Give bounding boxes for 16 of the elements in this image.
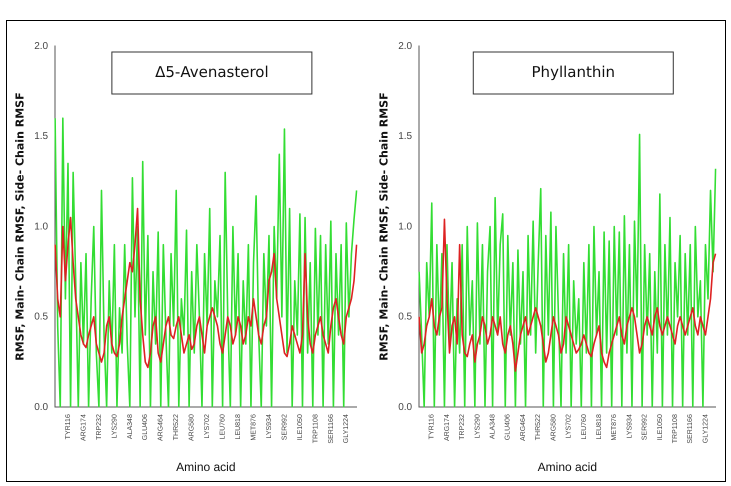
y-tick-label: 1.5 <box>34 131 49 142</box>
y-tick-label: 0.5 <box>34 312 49 323</box>
y-tick-label: 1.0 <box>34 221 49 232</box>
y-tick-label: 1.0 <box>398 221 413 232</box>
x-axis-title: Amino acid <box>538 460 598 474</box>
y-tick-label: 0.5 <box>398 312 413 323</box>
text: Phyllanthin <box>532 62 616 81</box>
y-tick-label: 1.5 <box>398 131 413 142</box>
y-axis-title: RMSF, Main- Chain RMSF, Side- Chain RMSF <box>377 92 390 361</box>
y-axis-title: RMSF, Main- Chain RMSF, Side- Chain RMSF <box>13 92 26 361</box>
y-tick-label: 2.0 <box>398 40 413 52</box>
text: Δ5-Avenasterol <box>155 62 269 81</box>
y-tick-label: 0.0 <box>34 402 49 413</box>
y-tick-label: 2.0 <box>34 40 49 52</box>
x-axis-title: Amino acid <box>176 460 236 474</box>
y-tick-label: 0.0 <box>398 402 413 413</box>
